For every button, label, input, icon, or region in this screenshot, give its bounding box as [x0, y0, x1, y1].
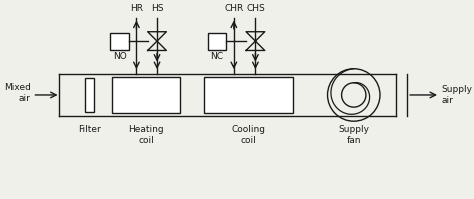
- Bar: [85, 78, 94, 112]
- Text: HR: HR: [130, 4, 143, 13]
- Bar: [204, 77, 293, 113]
- Text: CHS: CHS: [246, 4, 265, 13]
- Text: NC: NC: [210, 52, 223, 61]
- Bar: [112, 77, 181, 113]
- Text: Supply
air: Supply air: [442, 85, 473, 105]
- Bar: [208, 33, 227, 50]
- Text: CHR: CHR: [224, 4, 244, 13]
- Text: Filter: Filter: [78, 125, 101, 134]
- Text: Heating
coil: Heating coil: [128, 125, 164, 145]
- Text: Mixed
air: Mixed air: [4, 83, 30, 103]
- Text: HS: HS: [151, 4, 163, 13]
- Text: Cooling
coil: Cooling coil: [231, 125, 265, 145]
- Bar: [110, 33, 129, 50]
- Text: NO: NO: [113, 52, 127, 61]
- Text: Supply
fan: Supply fan: [338, 125, 369, 145]
